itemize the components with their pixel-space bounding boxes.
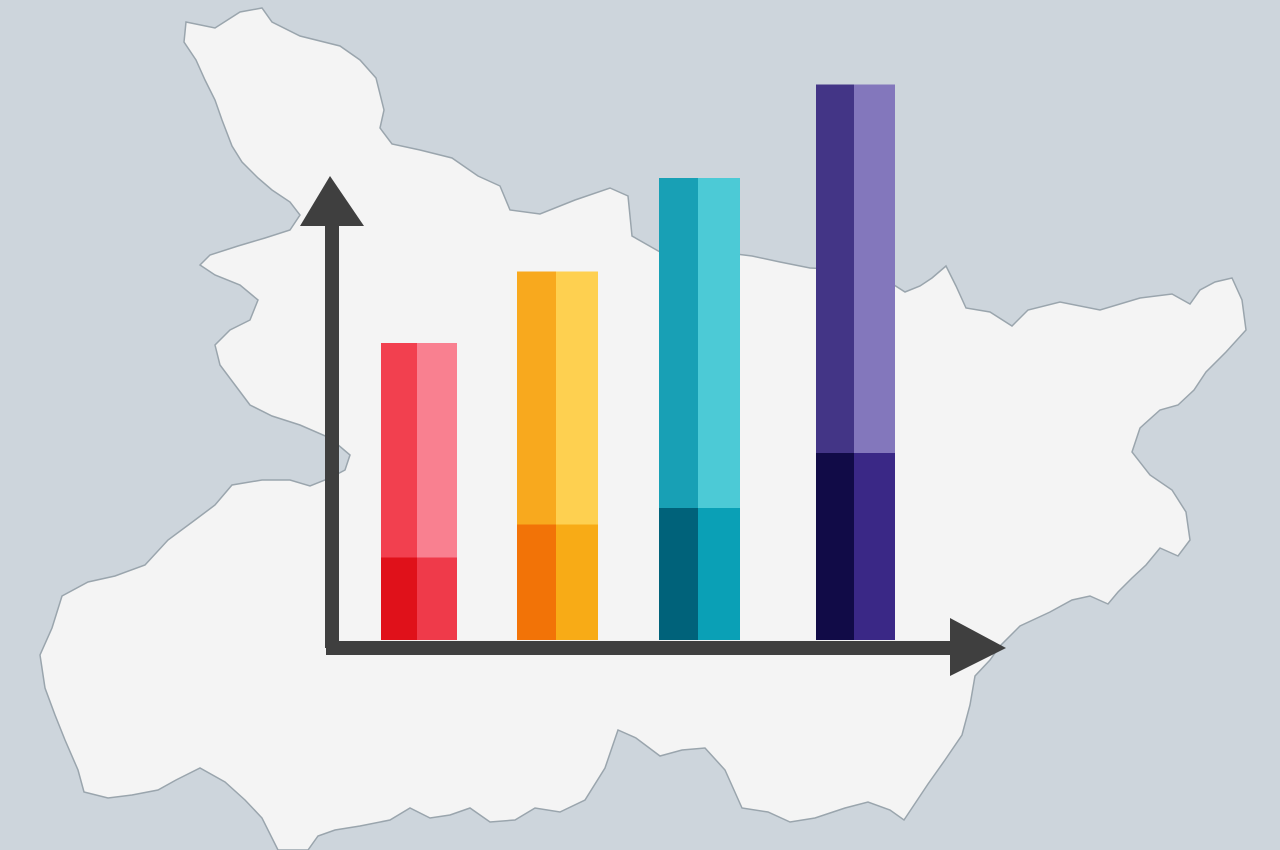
x-axis-arrowhead: [950, 618, 1006, 676]
bar-1-segment-1-highlight: [417, 557, 457, 640]
bar-3-segment-1-shade: [659, 508, 698, 640]
bar-1-segment-2-highlight: [417, 343, 457, 558]
bar-4-segment-1-shade: [816, 453, 854, 640]
bar-2-segment-2-highlight: [556, 271, 598, 525]
bar-1-segment-1-shade: [381, 557, 417, 640]
y-axis-arrowhead: [300, 176, 364, 226]
bar-4-segment-2-shade: [816, 84, 854, 453]
bar-2-segment-1-highlight: [556, 524, 598, 640]
bar-3-segment-2-shade: [659, 178, 698, 508]
bar-4-segment-2-highlight: [854, 84, 895, 453]
bar-3-segment-1-highlight: [698, 508, 740, 640]
axes-group: [300, 176, 1006, 676]
bar-2-segment-2-shade: [517, 271, 556, 525]
bar-2-segment-1-shade: [517, 524, 556, 640]
region-map-silhouette: [39, 7, 1247, 850]
bar-4-segment-1-highlight: [854, 453, 895, 640]
bar-1-segment-2-shade: [381, 343, 417, 558]
bar-3-segment-2-highlight: [698, 178, 740, 508]
bars-group: [381, 84, 895, 640]
